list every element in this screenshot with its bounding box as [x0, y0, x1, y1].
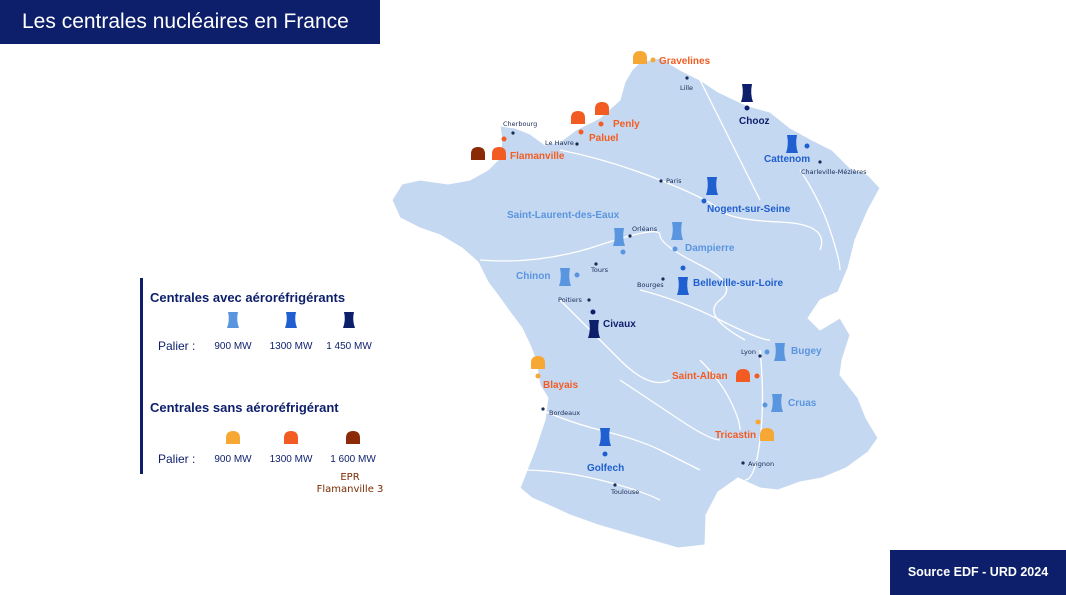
city-tours: Tours — [590, 266, 609, 274]
label-gravelines: Gravelines — [659, 56, 711, 67]
label-blayais: Blayais — [543, 380, 578, 391]
label-belleville: Belleville-sur-Loire — [693, 278, 783, 289]
city-cherbourg: Cherbourg — [503, 120, 537, 128]
france-land — [391, 57, 881, 549]
tower-1450-icon — [343, 312, 355, 328]
label-chinon: Chinon — [516, 271, 550, 282]
legend-mw-1450-cool: 1 450 MW — [326, 341, 372, 352]
label-cattenom: Cattenom — [764, 154, 810, 165]
label-golfech: Golfech — [587, 463, 624, 474]
city-charleville: Charleville-Mézières — [801, 168, 867, 176]
cities: Lille Cherbourg Le Havre Paris Charlevil… — [503, 76, 867, 496]
dome-900-icon — [226, 431, 240, 444]
label-civaux: Civaux — [603, 319, 636, 330]
label-paluel: Paluel — [589, 133, 619, 144]
legend-epr-note: EPR Flamanville 3 — [310, 472, 390, 496]
tower-1300-icon — [285, 312, 297, 328]
city-le-havre: Le Havre — [545, 139, 574, 147]
label-tricastin: Tricastin — [715, 430, 756, 441]
label-saint-laurent: Saint-Laurent-des-Eaux — [507, 210, 620, 221]
legend-mw-1300-cool: 1300 MW — [269, 341, 313, 352]
rivers — [479, 79, 841, 501]
source-badge: Source EDF - URD 2024 — [890, 550, 1066, 595]
dome-1300-icon — [284, 431, 298, 444]
label-nogent: Nogent-sur-Seine — [707, 204, 791, 215]
tower-900-icon — [227, 312, 239, 328]
city-poitiers: Poitiers — [558, 296, 582, 304]
legend-nocooling-title: Centrales sans aéroréfrigérant — [150, 400, 339, 415]
legend-mw-1300-nocool: 1300 MW — [269, 454, 313, 465]
plants: Gravelines Penly Paluel Flamanville Choo… — [471, 51, 822, 474]
city-lyon: Lyon — [741, 348, 756, 356]
legend-palier-label-2: Palier : — [158, 452, 196, 466]
legend-mw-900-cool: 900 MW — [214, 341, 252, 352]
label-bugey: Bugey — [791, 346, 822, 357]
city-orleans: Orléans — [632, 225, 658, 233]
city-bourges: Bourges — [637, 281, 664, 289]
label-dampierre: Dampierre — [685, 243, 735, 254]
label-cruas: Cruas — [788, 398, 817, 409]
legend-mw-900-nocool: 900 MW — [214, 454, 252, 465]
dome-1600-icon — [346, 431, 360, 444]
legend-epr-line1: EPR — [340, 472, 360, 483]
legend-mw-1600-nocool: 1 600 MW — [330, 454, 376, 465]
city-bordeaux: Bordeaux — [549, 409, 580, 417]
page-title: Les centrales nucléaires en France — [0, 0, 380, 44]
legend-epr-line2: Flamanville 3 — [316, 484, 384, 495]
label-chooz: Chooz — [739, 116, 770, 127]
label-flamanville: Flamanville — [510, 151, 565, 162]
label-penly: Penly — [613, 119, 640, 130]
legend-palier-label-1: Palier : — [158, 339, 196, 353]
label-saint-alban: Saint-Alban — [672, 371, 728, 382]
city-paris: Paris — [666, 177, 682, 185]
city-lille: Lille — [680, 84, 693, 92]
city-avignon: Avignon — [748, 460, 774, 468]
legend-cooling-title: Centrales avec aéroréfrigérants — [150, 290, 346, 305]
city-toulouse: Toulouse — [610, 488, 639, 496]
legend: Centrales avec aéroréfrigérants Palier :… — [140, 278, 393, 474]
